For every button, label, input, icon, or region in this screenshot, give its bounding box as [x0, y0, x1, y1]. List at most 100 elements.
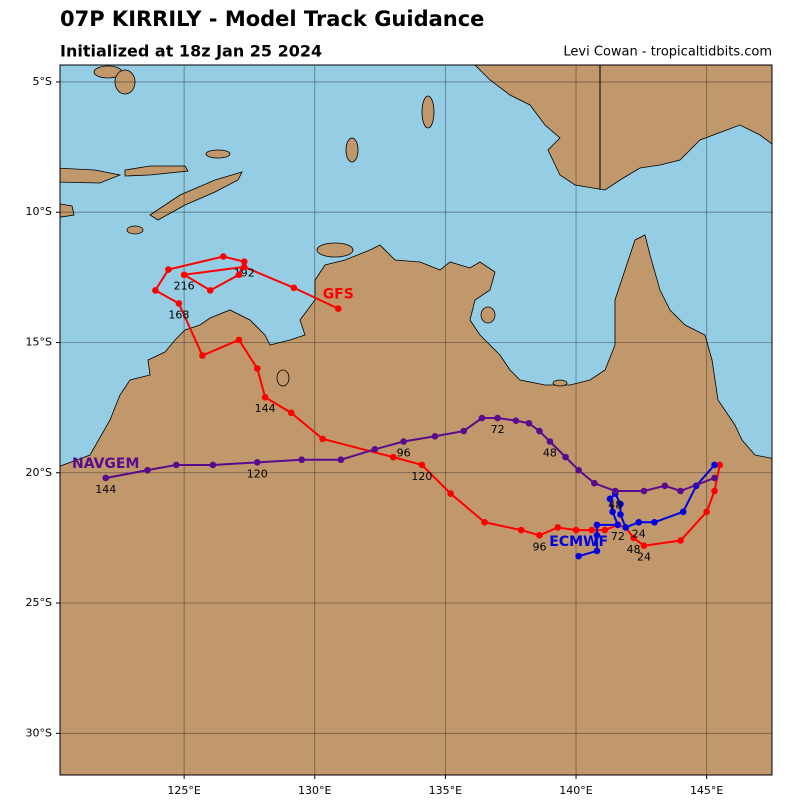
track-point [617, 500, 624, 508]
track-line [578, 464, 716, 558]
track-point [716, 461, 724, 469]
y-tick-label: 20°S [26, 466, 52, 479]
track-point [630, 534, 637, 542]
land [60, 65, 772, 775]
track-point [172, 461, 180, 469]
hour-label: 24 [637, 551, 651, 564]
track-point [481, 518, 488, 526]
track-point [677, 487, 684, 495]
track-point [447, 490, 454, 497]
track-point [679, 508, 687, 516]
track-point [661, 482, 669, 490]
hour-label: 96 [532, 540, 546, 553]
track-point [593, 547, 601, 555]
track-point [546, 438, 554, 445]
track-point [593, 531, 601, 539]
model-label: GFS [323, 287, 354, 303]
track-point [478, 414, 486, 422]
track-point [611, 487, 619, 495]
track-point [287, 409, 295, 417]
track-point [235, 271, 243, 279]
track-point [240, 258, 248, 266]
track-point [554, 524, 562, 531]
hour-label: 120 [247, 467, 268, 480]
track-point [220, 253, 227, 260]
track-point [617, 511, 624, 518]
track-point [209, 461, 217, 469]
hour-label: 120 [411, 470, 432, 483]
track-point [180, 271, 188, 279]
hour-label: 96 [397, 446, 411, 459]
x-tick-label: 145°E [690, 784, 723, 797]
track-point [703, 508, 710, 516]
track-point [235, 336, 243, 344]
x-tick-label: 135°E [429, 784, 462, 797]
track-point [575, 466, 582, 474]
track-point [371, 446, 379, 453]
track-point [152, 287, 159, 294]
track-point [635, 518, 643, 526]
track-point [517, 526, 525, 534]
y-tick-label: 5°S [33, 75, 52, 88]
track-point [253, 459, 261, 466]
y-tick-label: 15°S [26, 335, 52, 348]
y-tick-label: 30°S [26, 726, 52, 739]
track-point [102, 474, 110, 482]
track-point [588, 526, 596, 534]
track-point [640, 487, 648, 495]
track-point [606, 495, 614, 503]
track-point [319, 435, 326, 443]
track-point [460, 427, 467, 435]
x-tick-label: 125°E [167, 784, 200, 797]
track-point [240, 263, 248, 271]
credit: Levi Cowan - tropicaltidbits.com [563, 45, 772, 60]
hour-label: 48 [627, 543, 641, 556]
track-point [601, 526, 609, 534]
y-tick-label: 25°S [26, 596, 52, 609]
map-frame [59, 64, 773, 776]
track-point [389, 453, 397, 461]
hour-label: 216 [174, 280, 195, 293]
subtitle: Initialized at 18z Jan 25 2024 [60, 42, 322, 61]
grid [60, 65, 772, 775]
track-point [199, 352, 206, 359]
x-tick-label: 140°E [559, 784, 592, 797]
track-point [593, 521, 601, 529]
track-point [334, 305, 342, 312]
track-point [562, 453, 569, 461]
hour-label: 48 [543, 446, 557, 459]
track-point [614, 521, 622, 529]
track-point [536, 531, 543, 539]
track-point [261, 393, 269, 401]
track-point [206, 287, 214, 294]
track-point [622, 524, 629, 531]
track-point [711, 487, 718, 495]
track-point [512, 417, 520, 424]
track-point [677, 537, 684, 544]
hour-label: 144 [255, 402, 276, 415]
track-point [651, 518, 658, 526]
hour-label: 72 [611, 530, 625, 543]
x-tick-label: 130°E [298, 784, 331, 797]
track-point [711, 474, 718, 482]
track-point [144, 466, 151, 474]
track-point [640, 542, 648, 550]
track-point [418, 461, 426, 469]
track-point [175, 300, 183, 307]
track-point [711, 461, 718, 469]
track-point [536, 427, 543, 435]
track-point [591, 479, 598, 487]
track-point [298, 456, 305, 464]
track-point [609, 508, 616, 516]
hour-label: 72 [491, 423, 505, 436]
track-point [494, 414, 501, 422]
model-label: NAVGEM [72, 456, 139, 472]
hour-label: 144 [95, 483, 116, 496]
track-point [400, 438, 407, 445]
track-point [575, 552, 582, 560]
track-point [525, 419, 533, 427]
track-point [290, 284, 298, 292]
track-point [165, 266, 172, 273]
track-point [572, 526, 580, 534]
